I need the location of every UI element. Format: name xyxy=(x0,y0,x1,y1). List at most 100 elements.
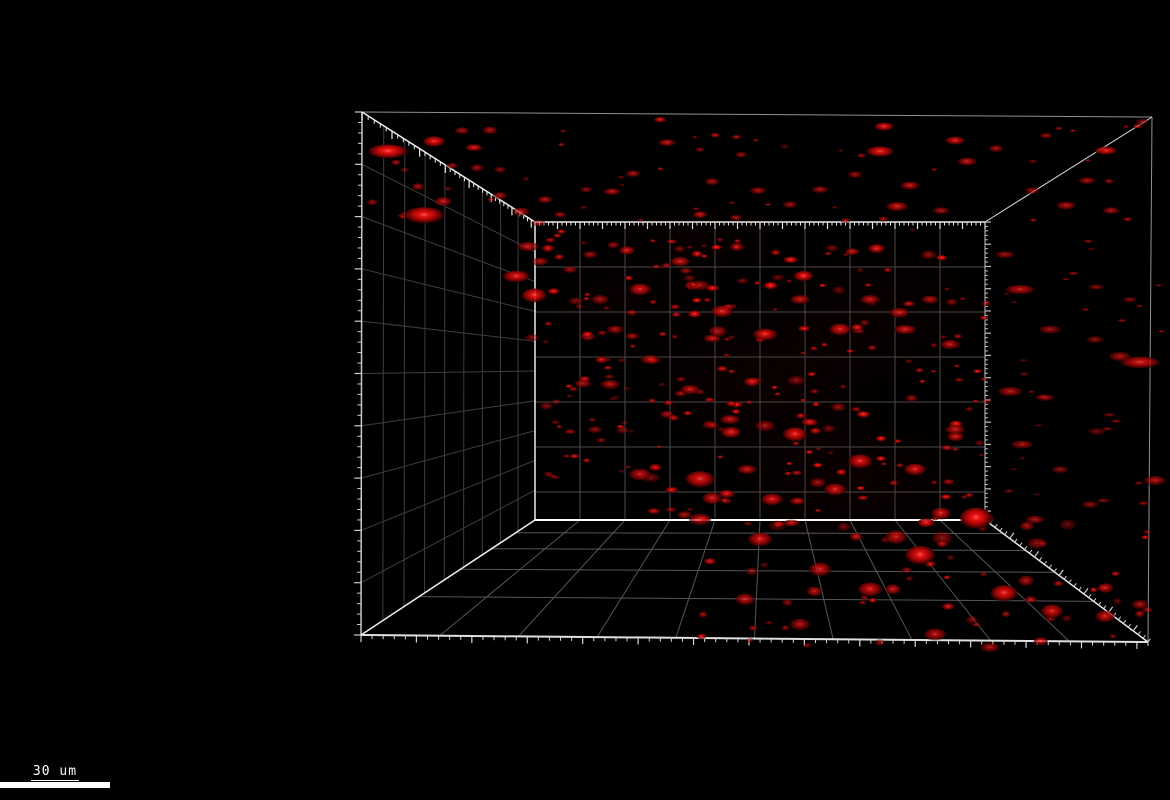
spot xyxy=(805,450,813,455)
spot xyxy=(783,256,799,264)
spot xyxy=(957,157,977,167)
spot xyxy=(647,398,657,404)
spot xyxy=(567,297,583,306)
spot xyxy=(1157,330,1166,333)
spot xyxy=(521,288,547,304)
spot xyxy=(781,625,790,631)
spot xyxy=(1089,587,1098,593)
spot xyxy=(687,310,702,319)
spot xyxy=(782,427,808,443)
spot xyxy=(492,192,508,200)
spot xyxy=(574,379,592,389)
spot xyxy=(667,415,680,422)
spot xyxy=(1097,583,1114,594)
spot xyxy=(792,441,800,446)
spot xyxy=(502,270,530,284)
spot xyxy=(793,271,814,282)
spot xyxy=(1003,489,1015,494)
spot xyxy=(581,331,594,339)
spot xyxy=(1135,304,1144,308)
spot xyxy=(885,530,907,546)
spot xyxy=(1024,187,1040,195)
spot xyxy=(666,239,677,245)
spot xyxy=(566,394,573,398)
spot xyxy=(611,395,621,401)
spot xyxy=(1120,356,1160,370)
spot xyxy=(1001,611,1011,618)
scale-bar-label: 30 um xyxy=(30,764,80,781)
spot xyxy=(663,400,674,406)
spot xyxy=(716,455,724,460)
spot xyxy=(875,456,887,462)
spot xyxy=(1056,201,1076,211)
spot xyxy=(1033,493,1042,496)
spot xyxy=(1134,481,1143,486)
spot xyxy=(942,479,955,485)
spot xyxy=(763,282,778,290)
spot xyxy=(729,242,745,252)
spot xyxy=(722,353,731,358)
spot xyxy=(825,244,839,253)
spot xyxy=(1087,247,1096,251)
spot xyxy=(1040,604,1064,620)
spot xyxy=(827,451,834,455)
spot xyxy=(1104,179,1114,184)
spot xyxy=(564,429,576,435)
spot xyxy=(1037,541,1047,547)
spot xyxy=(544,321,552,327)
spot xyxy=(727,335,735,340)
spot xyxy=(1010,300,1018,304)
spot xyxy=(1028,159,1038,164)
spot xyxy=(720,498,729,503)
spot xyxy=(625,333,640,340)
spot xyxy=(411,183,425,191)
spot xyxy=(1019,521,1035,532)
spot xyxy=(683,411,693,416)
spot xyxy=(874,639,886,647)
spot xyxy=(1131,600,1149,610)
spot xyxy=(931,531,954,547)
spot xyxy=(812,402,820,407)
spot xyxy=(857,582,883,598)
spot xyxy=(1111,571,1120,577)
spot xyxy=(851,324,864,332)
spot xyxy=(1061,278,1071,281)
spot xyxy=(626,309,638,317)
spot xyxy=(454,127,470,135)
spot xyxy=(795,413,807,420)
spot xyxy=(1059,519,1077,532)
spot xyxy=(671,334,679,340)
spot xyxy=(537,196,553,204)
spot xyxy=(946,432,965,442)
spot xyxy=(1094,146,1118,156)
spot xyxy=(988,145,1004,153)
spot xyxy=(995,251,1015,259)
spot xyxy=(800,398,807,402)
spot xyxy=(849,532,863,542)
spot xyxy=(563,454,570,459)
spot xyxy=(617,469,626,474)
spot xyxy=(553,254,565,261)
spot xyxy=(1029,218,1038,222)
spot xyxy=(603,365,613,371)
spot xyxy=(560,129,567,133)
spot xyxy=(954,377,964,383)
spot xyxy=(807,372,816,377)
spot xyxy=(1018,456,1027,460)
spot xyxy=(974,440,985,447)
spot xyxy=(874,122,894,132)
spot xyxy=(670,257,690,267)
spot xyxy=(785,279,793,283)
spot xyxy=(809,478,827,489)
spot xyxy=(828,323,852,337)
spot xyxy=(657,167,664,171)
spot xyxy=(1027,390,1036,394)
spot xyxy=(941,603,955,611)
spot xyxy=(790,295,810,305)
spot xyxy=(680,385,700,395)
spot xyxy=(941,445,953,452)
spot xyxy=(444,186,452,192)
spot xyxy=(880,462,888,466)
spot xyxy=(1033,424,1044,427)
